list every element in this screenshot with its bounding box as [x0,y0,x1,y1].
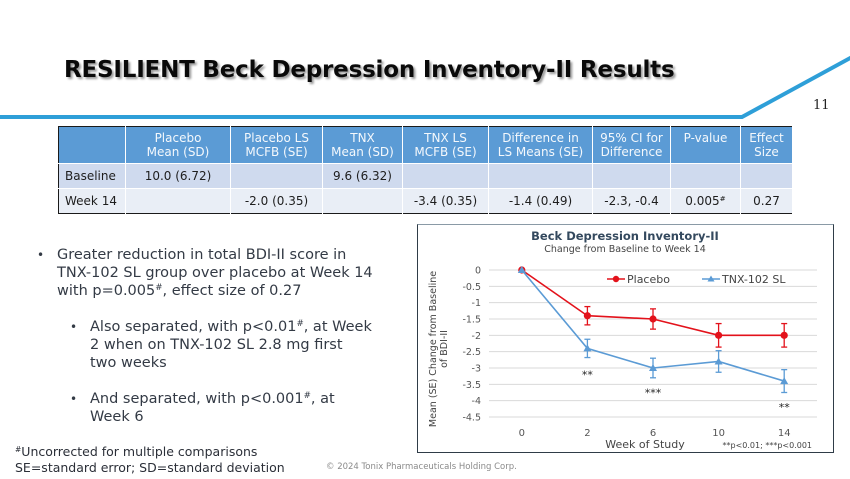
cell-placebo-mean: 10.0 (6.72) [125,163,231,189]
column-header-placebo-ls: Placebo LS MCFB (SE) [230,126,323,164]
cell-p-value [670,163,741,189]
annotations: ******* [582,369,790,415]
x-tick-label: 14 [778,428,791,439]
table-row: Week 14 -2.0 (0.35) -3.4 (0.35) -1.4 (0.… [58,188,793,214]
column-header-effect-size: Effect Size [740,126,793,164]
series [517,266,789,394]
legend-placebo-marker-icon [612,275,620,283]
cell-difference: -1.4 (0.49) [488,188,593,214]
accent-line-path [0,55,850,119]
data-point [517,266,526,273]
data-point [583,312,591,320]
cell-p-value: 0.005# [670,188,741,214]
row-label: Baseline [58,163,126,189]
cell-effect-size: 0.27 [740,188,793,214]
axis-ticks: 0 -0.5 -1 -1.5 -2 -2.5 -3 -3.5 -4 -4.5 0 2 6 10 14 [462,266,790,440]
cell-ci [592,163,671,189]
cell-effect-size [740,163,793,189]
page-title: RESILIENT Beck Depression Inventory-II R… [64,57,675,83]
bullet-dot-icon: • [70,320,78,334]
legend-tnx-label: TNX-102 SL [721,273,786,286]
y-axis-label: Mean (SE) Change from Baseline [428,271,439,427]
y-tick-label: -4.5 [462,413,481,424]
y-tick-label: -1 [472,298,481,309]
y-tick-label: -4 [472,396,481,407]
cell-difference [488,163,593,189]
data-point [649,364,657,371]
cell-tnx-mean: 9.6 (6.32) [322,163,403,189]
footnotes: #Uncorrected for multiple comparisons SE… [15,444,285,475]
data-point [714,357,723,365]
table-row: Baseline 10.0 (6.72) 9.6 (6.32) [58,163,793,189]
y-tick-label: 0 [475,266,481,277]
data-point [780,377,789,385]
bullet-sub-week2: Also separated, with p<0.01#, at Week 2 … [90,319,372,371]
footnote-uncorrected: Uncorrected for multiple comparisons [21,444,258,459]
chart-subtitle: Change from Baseline to Week 14 [544,244,706,255]
y-tick-label: -2 [472,331,481,342]
cell-placebo-mean [125,188,231,214]
copyright: © 2024 Tonix Pharmaceuticals Holding Cor… [326,462,517,472]
chart-frame [417,224,834,453]
column-header-tnx-mean: TNX Mean (SD) [322,126,403,164]
series-tnx-102-sl [517,266,789,394]
bullet-dot-icon: • [70,392,78,406]
y-tick-label: -3 [472,364,481,375]
y-tick-label: -0.5 [462,282,481,293]
significance-annotation: *** [645,387,662,400]
header-accent-line [0,55,850,119]
legend-placebo-label: Placebo [627,273,670,286]
bullet-sub-week6: And separated, with p<0.001#, at Week 6 [90,391,335,425]
series-placebo [518,266,788,348]
cell-placebo-ls: -2.0 (0.35) [230,188,323,214]
cell-tnx-ls: -3.4 (0.35) [402,188,489,214]
y-tick-label: -3.5 [462,380,481,391]
x-axis-label: Week of Study [605,438,685,451]
column-header-ci: 95% CI for Difference [592,126,671,164]
data-point [715,331,723,339]
legend-tnx-marker-icon [707,275,715,282]
data-point [780,331,788,339]
data-point [649,315,657,323]
cell-ci: -2.3, -0.4 [592,188,671,214]
significance-footnote: **p<0.01; ***p<0.001 [722,441,812,450]
x-tick-label: 2 [584,428,590,439]
significance-annotation: ** [779,401,791,414]
column-header-difference: Difference in LS Means (SE) [488,126,593,164]
page-number: 11 [813,98,830,113]
y-axis-label-line2: of BDI-II [439,330,450,368]
row-label: Week 14 [58,188,126,214]
footnote-abbreviations: SE=standard error; SD=standard deviation [15,459,285,475]
significance-annotation: ** [582,369,594,382]
x-tick-label: 10 [712,428,725,439]
bullet-main: Greater reduction in total BDI-II score … [57,247,373,299]
cell-tnx-mean [322,188,403,214]
cell-placebo-ls [230,163,323,189]
x-tick-label: 0 [519,428,525,439]
column-header-p-value: P-value [670,126,741,164]
bullet-dot-icon: • [37,248,45,262]
x-tick-label: 6 [650,428,656,439]
legend: Placebo TNX-102 SL [607,273,786,286]
column-header-empty [58,126,126,164]
table-header-row: Placebo Mean (SD) Placebo LS MCFB (SE) TNX… [58,126,793,164]
chart-title: Beck Depression Inventory-II [531,229,719,243]
column-header-placebo-mean: Placebo Mean (SD) [125,126,231,164]
bdi-line-chart: Beck Depression Inventory-II Change from… [428,229,817,451]
cell-tnx-ls [402,163,489,189]
data-point [583,344,592,352]
y-tick-label: -2.5 [462,347,481,358]
column-header-tnx-ls: TNX LS MCFB (SE) [402,126,489,164]
results-table: Placebo Mean (SD) Placebo LS MCFB (SE) TNX… [58,126,793,214]
y-tick-label: -1.5 [462,315,481,326]
